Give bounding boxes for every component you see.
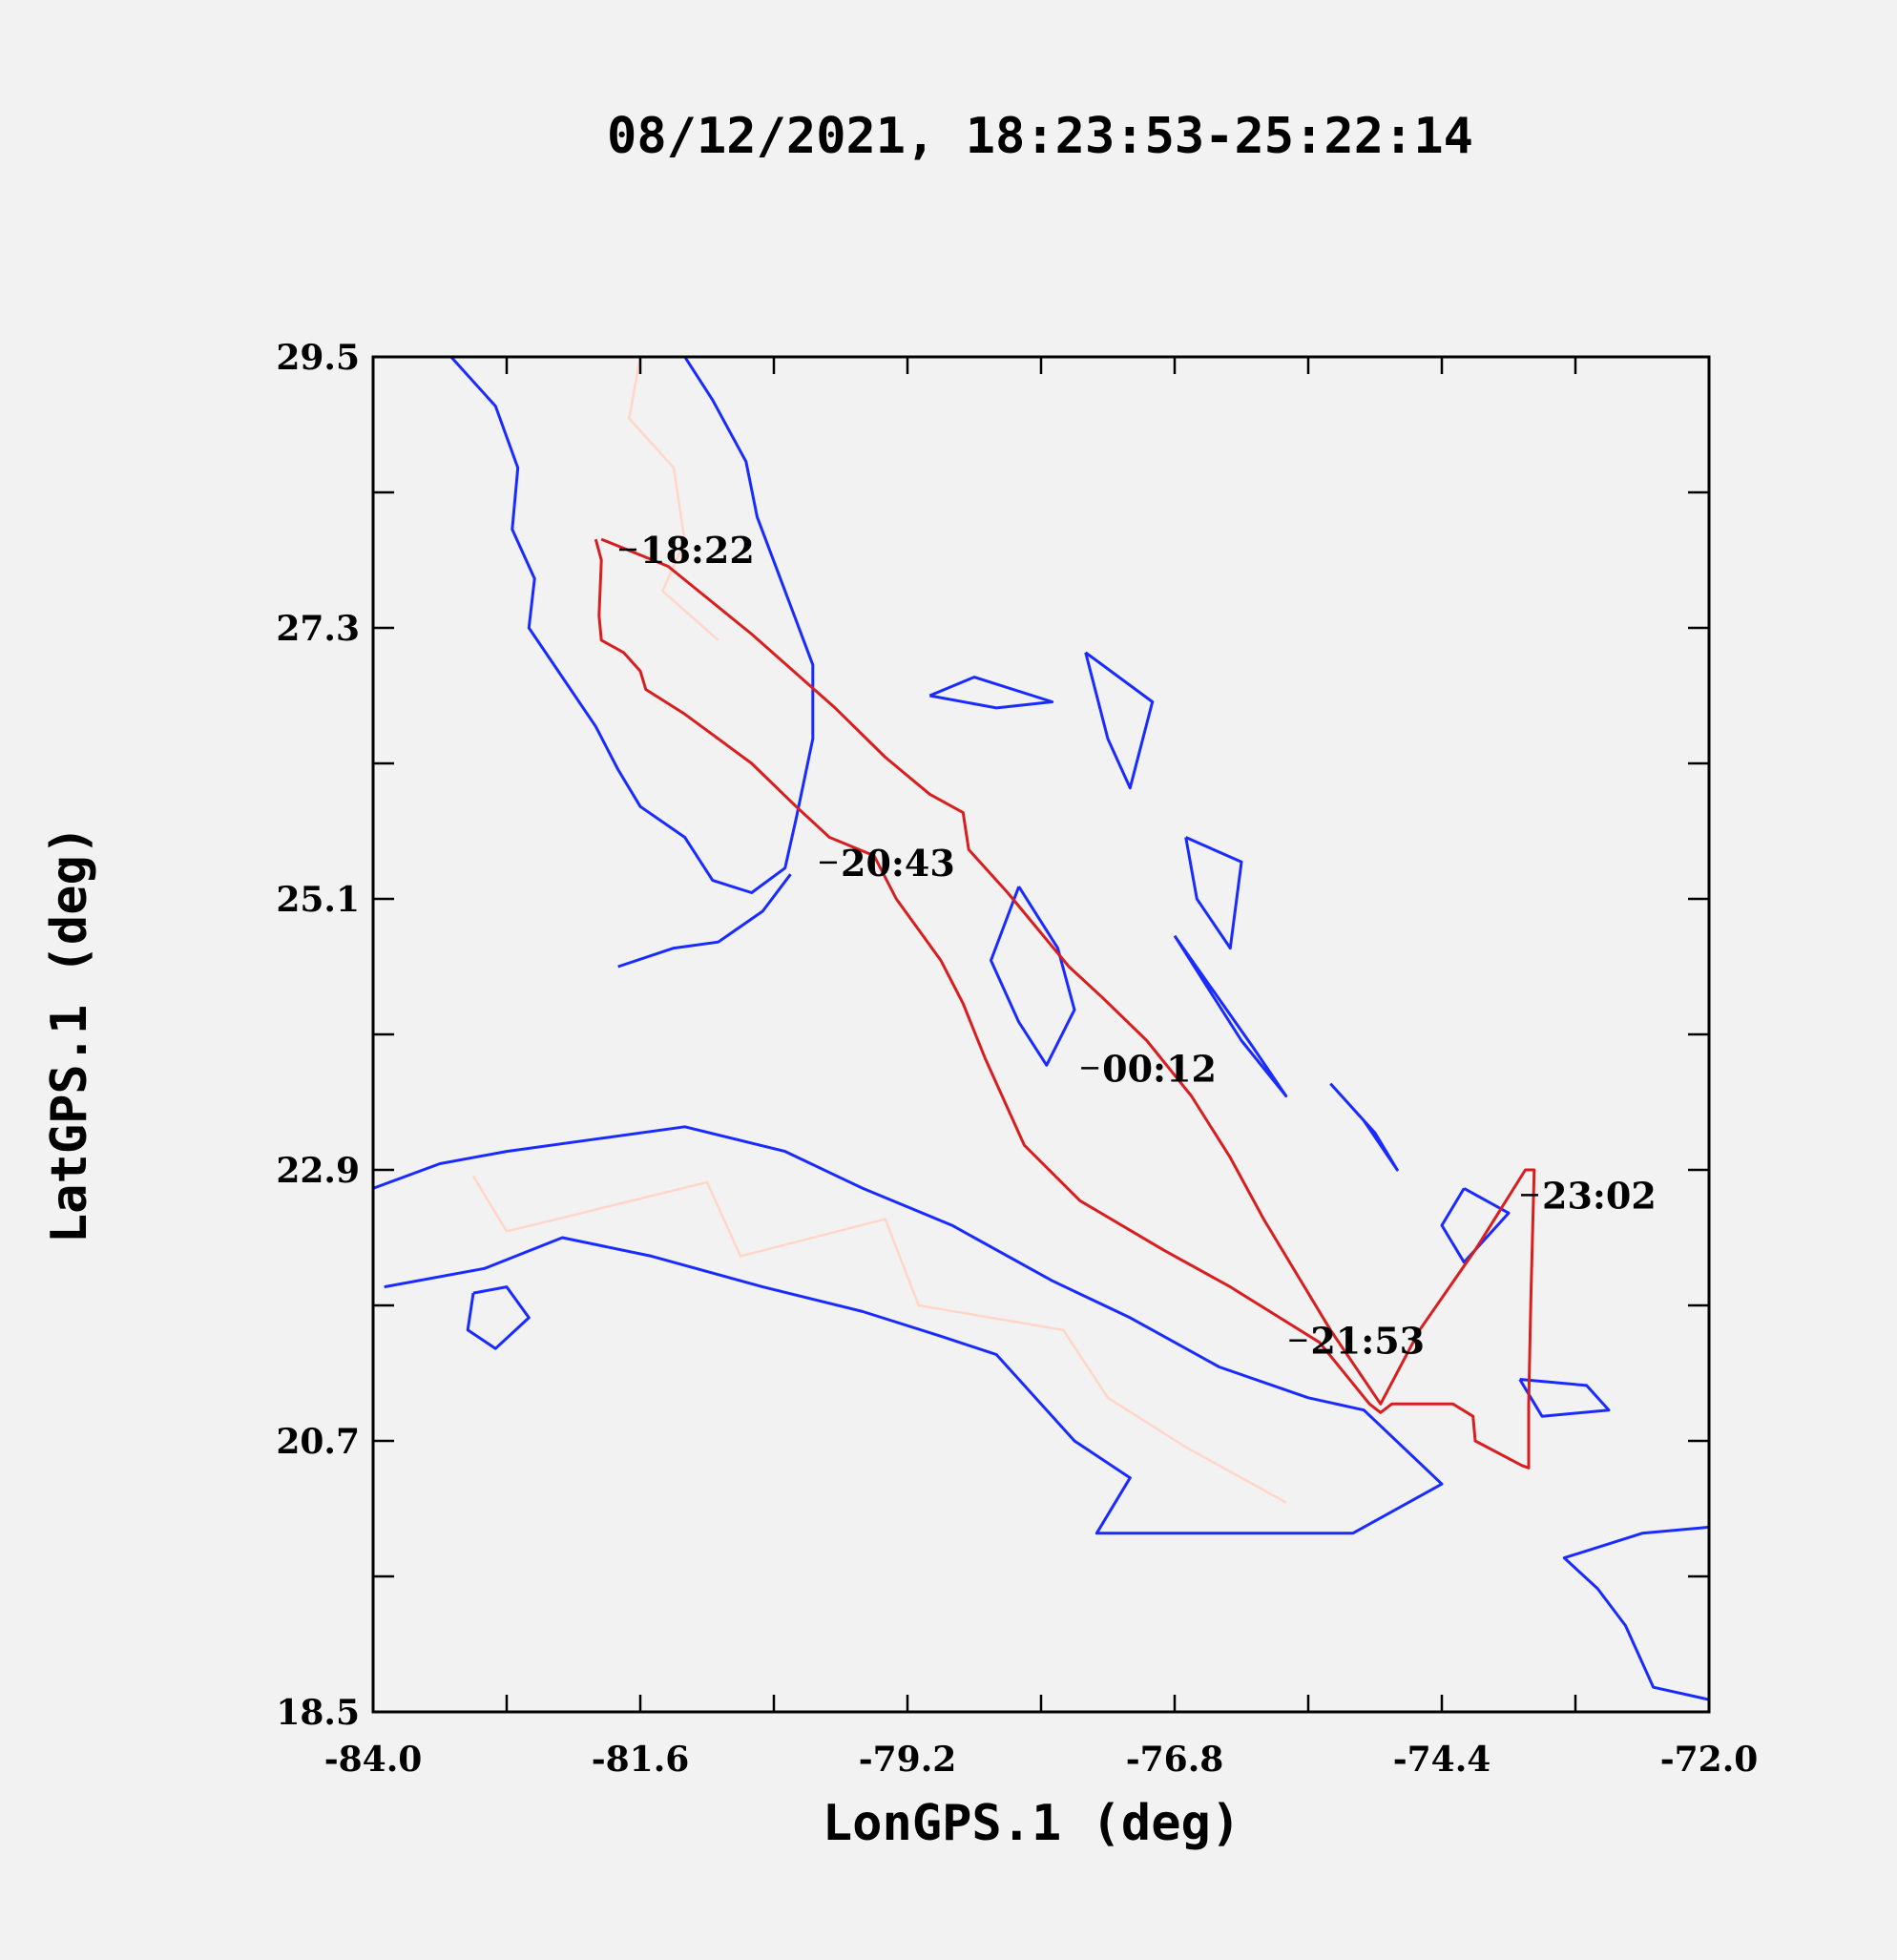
track-layer — [594, 537, 1536, 1470]
y-tick-label: 22.9 — [276, 1151, 360, 1191]
long-island-coastline — [1329, 1082, 1399, 1172]
acklins-coastline — [1440, 1187, 1511, 1264]
x-axis-label: LonGPS.1 (deg) — [823, 1795, 1240, 1852]
y-tick-label: 25.1 — [276, 880, 360, 920]
eleuthera-coastline — [1184, 836, 1243, 950]
x-tick-label: -76.8 — [1126, 1740, 1224, 1780]
map-layer — [373, 357, 1709, 1701]
time-label: 20:43 — [841, 842, 955, 885]
time-labels: 18:22 20:43 00:12 23:02 21:53 — [619, 529, 1657, 1363]
time-label: 18:22 — [640, 529, 755, 572]
flight-track — [594, 537, 1536, 1470]
x-tick-label: -81.6 — [592, 1740, 690, 1780]
plot-frame — [371, 355, 1711, 1714]
y-tick-label: 18.5 — [276, 1693, 360, 1733]
x-tick-label: -79.2 — [859, 1740, 957, 1780]
keys-coastline — [617, 873, 792, 969]
x-tick-label: -74.4 — [1393, 1740, 1491, 1780]
x-tick-label: -72.0 — [1660, 1740, 1759, 1780]
x-tick-label: -84.0 — [324, 1740, 423, 1780]
hispaniola-coastline — [1562, 1525, 1709, 1701]
florida-coastline — [449, 357, 815, 894]
grand-bahama-coastline — [928, 676, 1054, 710]
time-label: 23:02 — [1542, 1174, 1657, 1217]
time-label: 00:12 — [1102, 1047, 1217, 1090]
cuba-province-lines — [471, 1175, 1287, 1504]
y-tick-label: 29.5 — [276, 338, 360, 378]
axis-ticks — [371, 355, 1711, 1714]
y-tick-label: 20.7 — [276, 1422, 360, 1462]
florida-county-lines — [627, 357, 719, 641]
cuba-north-coastline — [373, 1125, 1444, 1535]
tick-labels: -84.0 -81.6 -79.2 -76.8 -74.4 -72.0 29.5 27.3 25… — [276, 338, 1758, 1780]
inagua-coastline — [1518, 1378, 1611, 1418]
y-tick-label: 27.3 — [276, 609, 360, 649]
andros-coastline — [990, 886, 1076, 1067]
y-axis-label: LatGPS.1 (deg) — [41, 825, 98, 1243]
isla-de-la-juventud — [466, 1285, 531, 1350]
abaco-coastline — [1084, 651, 1155, 790]
exumas-coastline — [1173, 934, 1288, 1097]
plot-title: 08/12/2021, 18:23:53-25:22:14 — [607, 108, 1473, 165]
time-label: 21:53 — [1310, 1320, 1425, 1363]
